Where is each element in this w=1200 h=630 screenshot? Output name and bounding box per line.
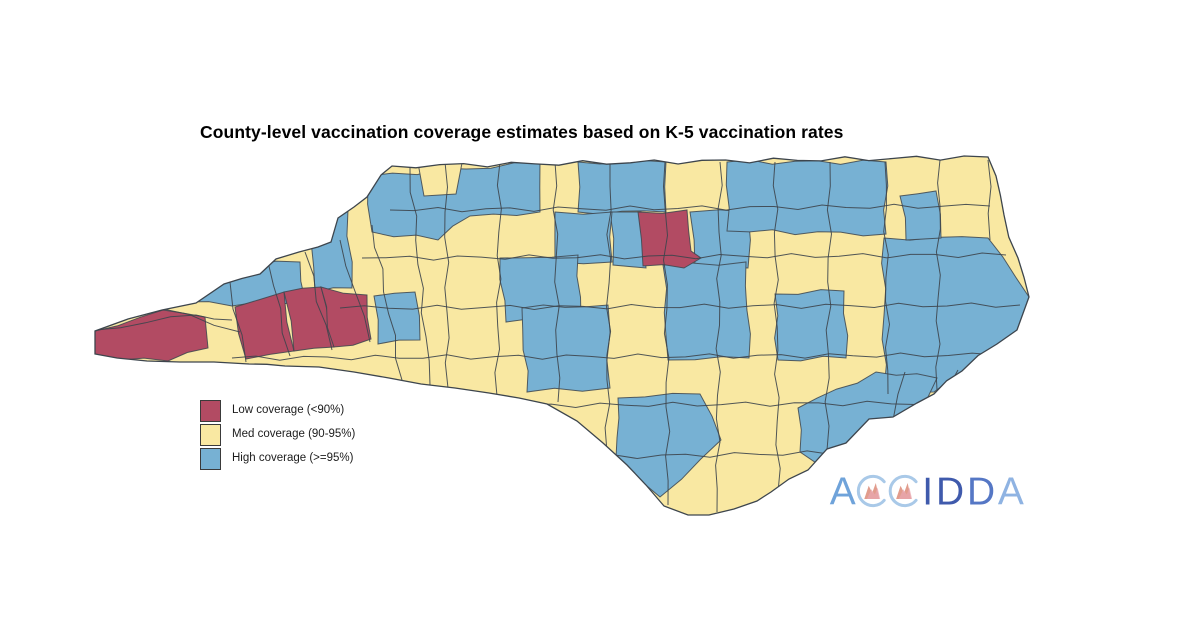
low-coverage-swatch [200, 399, 221, 422]
county-patch-high [554, 211, 613, 265]
county-patch-low [320, 286, 372, 348]
county-patch-high [662, 261, 751, 361]
logo-letter-c [888, 474, 918, 508]
logo-letter: D [967, 470, 995, 513]
logo-letter: I [922, 470, 933, 513]
logo-letter: A [830, 470, 856, 513]
county-patch-high [774, 289, 849, 362]
county-patch-high [373, 291, 421, 345]
legend-item-med: Med coverage (90-95%) [200, 422, 355, 446]
page-title: County-level vaccination coverage estima… [200, 122, 844, 142]
legend-item-high: High coverage (>=95%) [200, 446, 355, 470]
state-outline [94, 155, 1030, 516]
county-fills [95, 156, 1029, 515]
high-coverage-swatch [200, 447, 221, 470]
county-patch-high [615, 392, 722, 498]
logo-letter-c [856, 474, 886, 508]
county-patch-high [725, 159, 889, 237]
county-patch-high [577, 159, 667, 215]
map-legend: Low coverage (<90%) Med coverage (90-95%… [200, 398, 355, 470]
legend-label: High coverage (>=95%) [232, 452, 354, 464]
logo-letter: D [936, 470, 964, 513]
logo-letter: A [998, 470, 1024, 513]
legend-item-low: Low coverage (<90%) [200, 398, 355, 422]
legend-label: Low coverage (<90%) [232, 404, 345, 416]
med-coverage-swatch [200, 423, 221, 446]
county-patch-med [417, 162, 463, 197]
county-patch-high [899, 190, 942, 241]
county-patch-high [521, 304, 611, 393]
epi-curve-icon [898, 487, 913, 499]
legend-label: Med coverage (90-95%) [232, 428, 356, 440]
epi-curve-icon [866, 487, 881, 499]
